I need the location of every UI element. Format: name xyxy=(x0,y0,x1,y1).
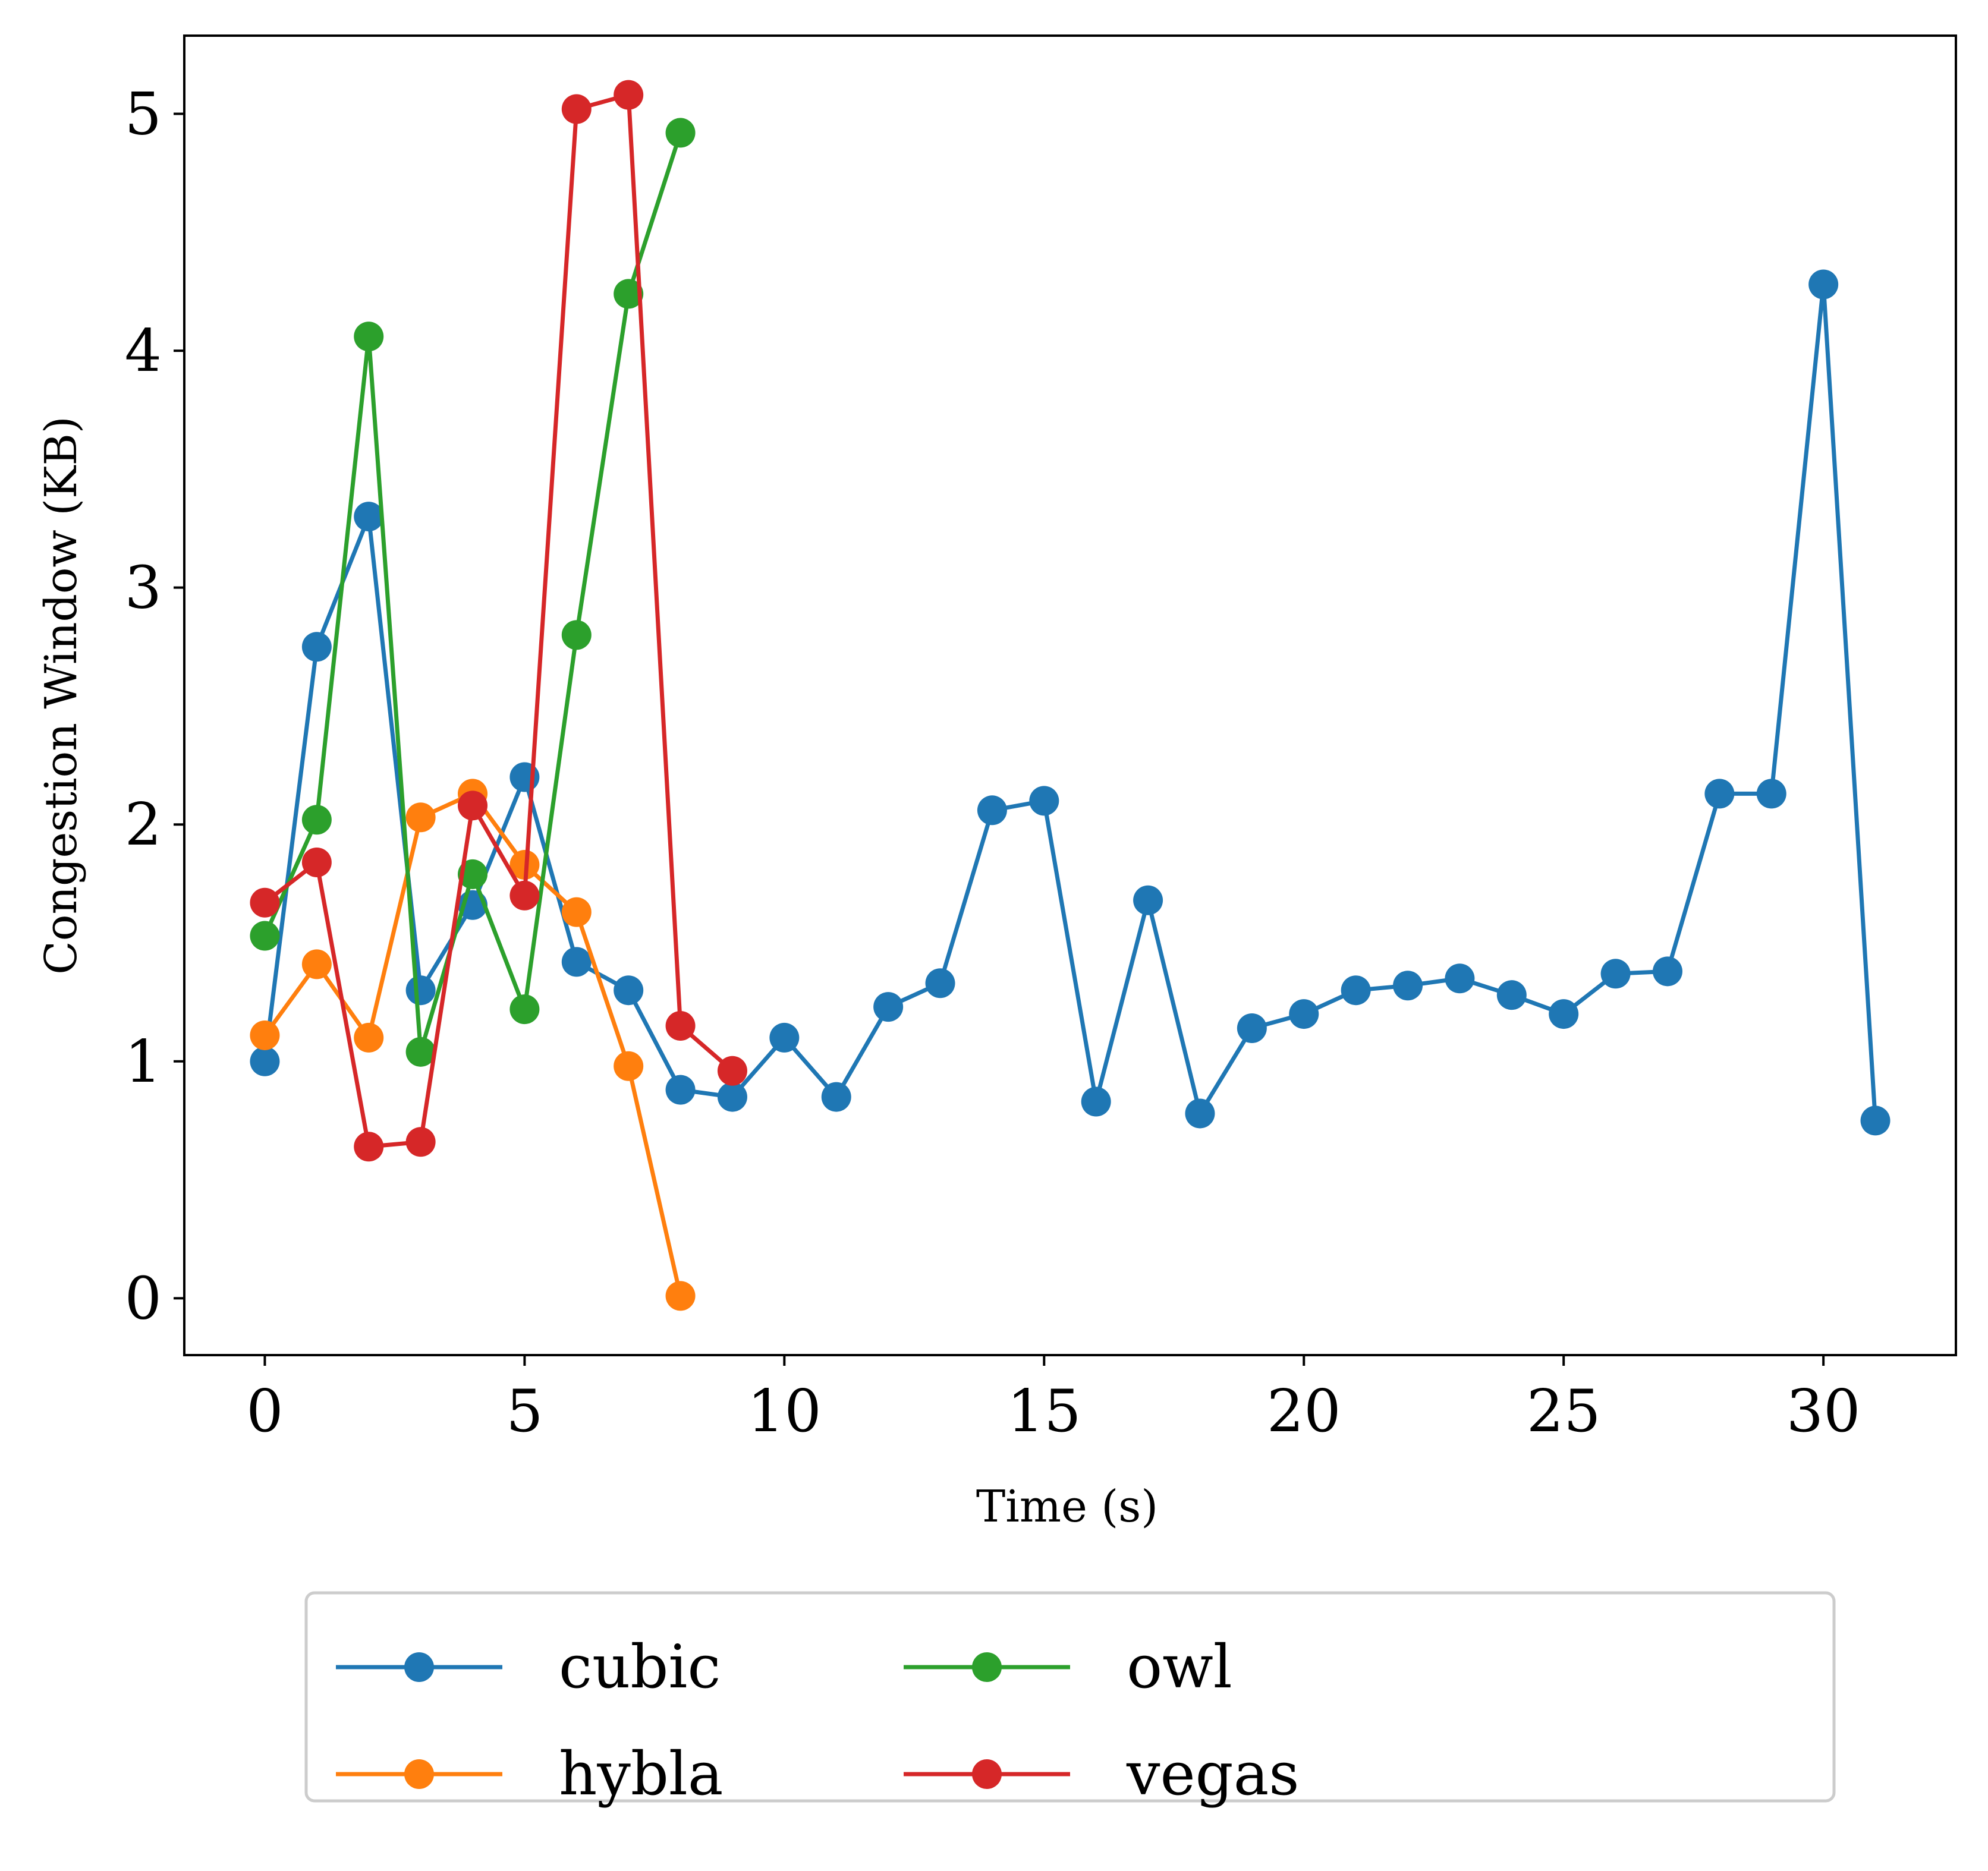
x-tick-label: 25 xyxy=(1527,1378,1601,1445)
y-axis-label: Congestion Window (KB) xyxy=(36,416,87,974)
x-tick-label: 5 xyxy=(506,1378,543,1445)
data-point-cubic xyxy=(717,1082,747,1112)
x-tick-label: 30 xyxy=(1786,1378,1861,1445)
legend-label-owl: owl xyxy=(1127,1632,1232,1702)
data-point-cubic xyxy=(354,502,384,532)
data-point-owl xyxy=(509,994,540,1025)
data-point-owl xyxy=(405,1037,436,1067)
data-point-owl xyxy=(301,805,332,835)
legend: cubic hybla owl vegas xyxy=(304,1591,1836,1809)
y-tick-label: 3 xyxy=(125,555,162,622)
data-point-owl xyxy=(250,921,280,951)
x-axis: 0 5 10 15 20 25 30 xyxy=(246,1355,1861,1445)
data-point-cubic xyxy=(405,975,436,1006)
series-owl xyxy=(250,118,696,1067)
y-tick-label: 4 xyxy=(125,317,162,385)
data-point-vegas xyxy=(250,887,280,918)
data-point-vegas xyxy=(717,1056,747,1086)
data-point-vegas xyxy=(301,847,332,877)
data-point-cubic xyxy=(1549,999,1579,1029)
data-point-cubic xyxy=(1496,980,1527,1010)
legend-marker-owl xyxy=(972,1652,1002,1682)
data-point-cubic xyxy=(873,992,904,1022)
data-point-cubic xyxy=(1600,959,1631,989)
x-tick-label: 0 xyxy=(246,1378,283,1445)
data-point-cubic xyxy=(665,1075,696,1105)
data-point-vegas xyxy=(509,880,540,911)
data-point-cubic xyxy=(1445,963,1475,994)
plot-frame xyxy=(183,34,1957,1356)
legend-entries: cubic hybla owl vegas xyxy=(336,1632,1300,1809)
data-point-cubic xyxy=(1808,269,1839,300)
data-point-cubic xyxy=(925,968,955,999)
legend-marker-vegas xyxy=(972,1759,1002,1789)
data-point-cubic xyxy=(1029,786,1059,816)
series-line-vegas xyxy=(263,93,735,1149)
x-tick-label: 20 xyxy=(1267,1378,1341,1445)
data-point-hybla xyxy=(354,1022,384,1053)
legend-marker-hybla xyxy=(404,1759,434,1789)
data-point-cubic xyxy=(1133,885,1163,915)
plot-series xyxy=(250,80,1891,1311)
legend-entry-vegas: vegas xyxy=(904,1739,1300,1809)
data-point-cubic xyxy=(821,1082,851,1112)
data-point-vegas xyxy=(614,80,644,110)
data-point-hybla xyxy=(561,897,592,927)
legend-marker-cubic xyxy=(404,1652,434,1682)
data-point-cubic xyxy=(561,947,592,977)
y-tick-label: 2 xyxy=(125,791,162,859)
data-point-vegas xyxy=(458,790,488,821)
data-point-cubic xyxy=(1652,956,1682,987)
legend-entry-hybla: hybla xyxy=(336,1739,724,1809)
legend-entry-cubic: cubic xyxy=(336,1632,721,1702)
data-point-cubic xyxy=(301,632,332,662)
data-point-cubic xyxy=(1237,1013,1267,1043)
legend-label-cubic: cubic xyxy=(559,1632,721,1702)
data-point-cubic xyxy=(1289,999,1319,1029)
data-point-vegas xyxy=(561,94,592,124)
data-point-cubic xyxy=(977,795,1007,826)
series-vegas xyxy=(250,80,747,1162)
legend-label-vegas: vegas xyxy=(1126,1739,1300,1809)
data-point-vegas xyxy=(354,1132,384,1162)
y-tick-label: 5 xyxy=(125,81,162,149)
x-axis-label: Time (s) xyxy=(976,1481,1158,1532)
data-point-cubic xyxy=(1341,975,1371,1006)
data-point-cubic xyxy=(769,1022,800,1053)
data-point-vegas xyxy=(665,1010,696,1041)
data-point-hybla xyxy=(405,802,436,833)
legend-label-hybla: hybla xyxy=(559,1739,724,1809)
data-point-cubic xyxy=(1756,779,1786,809)
series-cubic xyxy=(250,269,1891,1136)
x-tick-label: 15 xyxy=(1007,1378,1081,1445)
data-point-cubic xyxy=(1081,1086,1111,1117)
legend-frame xyxy=(304,1591,1836,1803)
data-point-owl xyxy=(561,620,592,650)
data-point-cubic xyxy=(1185,1098,1215,1129)
data-point-cubic xyxy=(614,975,644,1006)
data-point-cubic xyxy=(250,1046,280,1076)
data-point-cubic xyxy=(1393,971,1423,1001)
data-point-hybla xyxy=(250,1020,280,1050)
data-point-cubic xyxy=(1704,779,1735,809)
data-point-cubic xyxy=(1860,1105,1891,1136)
legend-entry-owl: owl xyxy=(904,1632,1232,1702)
x-tick-label: 10 xyxy=(747,1378,822,1445)
data-point-owl xyxy=(665,118,696,148)
data-point-vegas xyxy=(405,1127,436,1157)
data-point-hybla xyxy=(665,1281,696,1311)
data-point-hybla xyxy=(301,949,332,979)
y-tick-label: 1 xyxy=(125,1028,162,1096)
y-axis: 0 1 2 3 4 5 xyxy=(125,81,184,1333)
y-tick-label: 0 xyxy=(125,1265,162,1333)
data-point-hybla xyxy=(614,1051,644,1081)
data-point-owl xyxy=(354,322,384,352)
data-point-owl xyxy=(614,279,644,309)
